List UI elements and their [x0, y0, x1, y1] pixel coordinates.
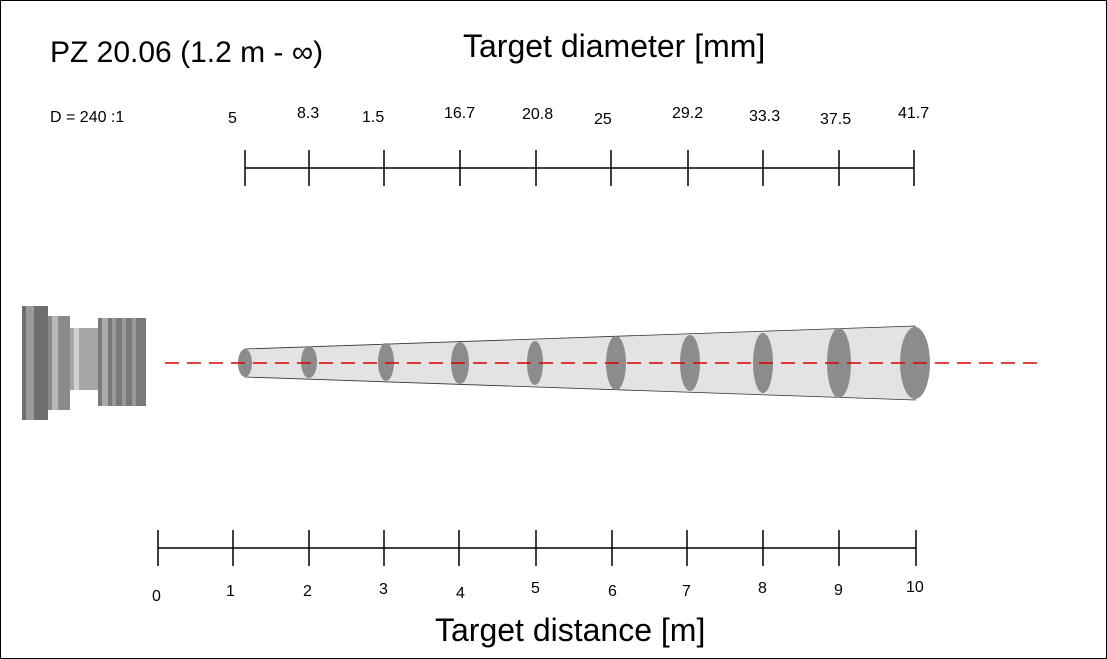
diameter-label: 37.5 — [820, 111, 852, 128]
distance-label: 5 — [531, 580, 540, 597]
distance-label: 4 — [456, 585, 465, 602]
measurement-spot — [680, 335, 700, 391]
distance-label: 6 — [608, 583, 617, 600]
diameter-label: 33.3 — [749, 108, 781, 125]
distance-label: 0 — [152, 588, 161, 605]
distance-label: 3 — [379, 581, 388, 598]
measurement-spot — [378, 343, 394, 381]
distance-axis-title: Target distance [m] — [435, 612, 706, 648]
distance-label: 9 — [834, 582, 843, 599]
measurement-spot — [301, 346, 317, 378]
distance-label: 7 — [682, 583, 691, 600]
pyrometer-sensor-icon — [22, 306, 146, 420]
distance-label: 10 — [906, 579, 924, 596]
diameter-label: 8.3 — [297, 105, 320, 122]
ratio-label: D = 240 :1 — [50, 109, 125, 126]
diameter-label: 5 — [228, 110, 237, 127]
diameter-label: 29.2 — [672, 105, 704, 122]
diameter-label: 16.7 — [444, 105, 476, 122]
distance-label: 1 — [226, 583, 235, 600]
diameter-label: 1.5 — [362, 109, 385, 126]
distance-label: 8 — [758, 580, 767, 597]
distance-label: 2 — [303, 583, 312, 600]
diameter-label: 41.7 — [898, 105, 930, 122]
measurement-spot — [527, 341, 543, 385]
diameter-label: 20.8 — [522, 106, 554, 123]
diameter-scale — [244, 150, 915, 186]
diameter-label: 25 — [594, 111, 612, 128]
distance-scale — [157, 530, 917, 566]
diameter-axis-title: Target diameter [mm] — [463, 28, 766, 64]
model-label: PZ 20.06 (1.2 m - ∞) — [50, 36, 324, 69]
